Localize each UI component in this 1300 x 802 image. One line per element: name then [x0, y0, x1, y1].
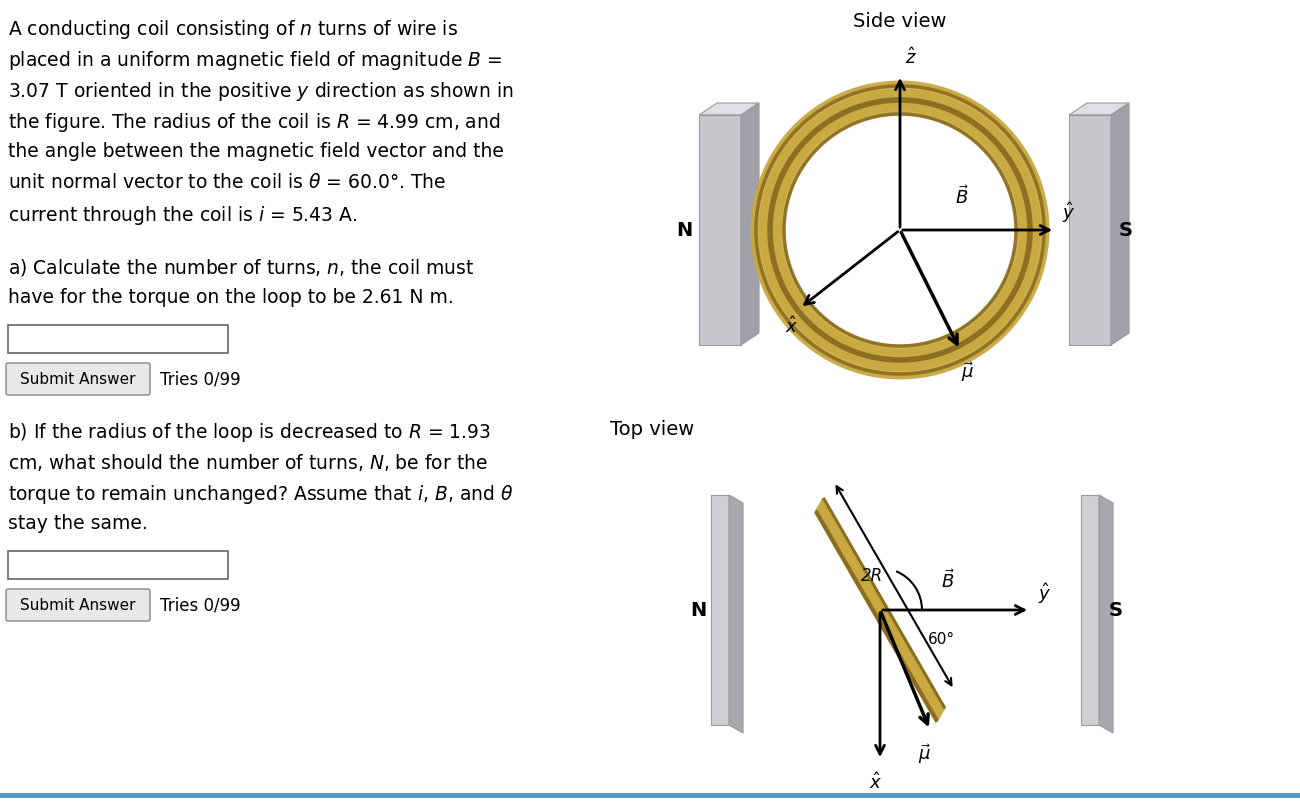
Text: b) If the radius of the loop is decreased to $R$ = 1.93: b) If the radius of the loop is decrease…: [8, 421, 491, 444]
Text: $\hat{y}$: $\hat{y}$: [1037, 581, 1052, 606]
Polygon shape: [1098, 495, 1113, 733]
Text: $\hat{z}$: $\hat{z}$: [905, 47, 916, 68]
Text: placed in a uniform magnetic field of magnitude $B$ =: placed in a uniform magnetic field of ma…: [8, 49, 502, 72]
Polygon shape: [699, 103, 759, 115]
Text: $\hat{y}$: $\hat{y}$: [1062, 200, 1075, 225]
Polygon shape: [729, 495, 744, 733]
Text: A conducting coil consisting of $n$ turns of wire is: A conducting coil consisting of $n$ turn…: [8, 18, 458, 41]
Text: $\vec{B}$: $\vec{B}$: [956, 185, 968, 208]
Text: 60°: 60°: [928, 632, 956, 647]
Text: the figure. The radius of the coil is $R$ = 4.99 cm, and: the figure. The radius of the coil is $R…: [8, 111, 500, 134]
Text: Top view: Top view: [610, 420, 694, 439]
Text: unit normal vector to the coil is $\theta$ = 60.0°. The: unit normal vector to the coil is $\thet…: [8, 173, 446, 192]
FancyBboxPatch shape: [6, 363, 150, 395]
Text: 3.07 T oriented in the positive $y$ direction as shown in: 3.07 T oriented in the positive $y$ dire…: [8, 80, 514, 103]
Polygon shape: [1112, 103, 1128, 345]
Polygon shape: [1069, 103, 1128, 115]
Text: cm, what should the number of turns, $N$, be for the: cm, what should the number of turns, $N$…: [8, 452, 488, 473]
FancyBboxPatch shape: [6, 589, 150, 621]
Bar: [711, 495, 729, 725]
Text: N: N: [690, 601, 706, 619]
Text: S: S: [1119, 221, 1134, 240]
Bar: [1082, 495, 1098, 725]
Text: a) Calculate the number of turns, $n$, the coil must: a) Calculate the number of turns, $n$, t…: [8, 257, 474, 278]
Text: torque to remain unchanged? Assume that $i$, $B$, and $\theta$: torque to remain unchanged? Assume that …: [8, 483, 514, 506]
Text: $\hat{x}$: $\hat{x}$: [785, 316, 798, 337]
Bar: [1069, 115, 1112, 345]
Bar: [699, 115, 741, 345]
Text: have for the torque on the loop to be 2.61 N m.: have for the torque on the loop to be 2.…: [8, 288, 454, 307]
Text: $\vec{\mu}$: $\vec{\mu}$: [962, 360, 975, 384]
Text: the angle between the magnetic field vector and the: the angle between the magnetic field vec…: [8, 142, 504, 161]
Text: stay the same.: stay the same.: [8, 514, 148, 533]
Bar: [8, 325, 228, 353]
Text: Tries 0/99: Tries 0/99: [160, 370, 240, 388]
Text: Tries 0/99: Tries 0/99: [160, 596, 240, 614]
Text: $\hat{x}$: $\hat{x}$: [870, 772, 883, 792]
Text: Submit Answer: Submit Answer: [21, 597, 135, 613]
Text: $\vec{B}$: $\vec{B}$: [941, 569, 956, 592]
Text: S: S: [1109, 601, 1123, 619]
Circle shape: [785, 115, 1015, 345]
Polygon shape: [741, 103, 759, 345]
Text: 2R: 2R: [861, 567, 883, 585]
Text: current through the coil is $i$ = 5.43 A.: current through the coil is $i$ = 5.43 A…: [8, 204, 358, 227]
Text: N: N: [676, 221, 692, 240]
Text: Submit Answer: Submit Answer: [21, 371, 135, 387]
Text: Side view: Side view: [853, 12, 946, 31]
Bar: [8, 551, 228, 579]
Text: $\vec{\mu}$: $\vec{\mu}$: [919, 742, 932, 766]
